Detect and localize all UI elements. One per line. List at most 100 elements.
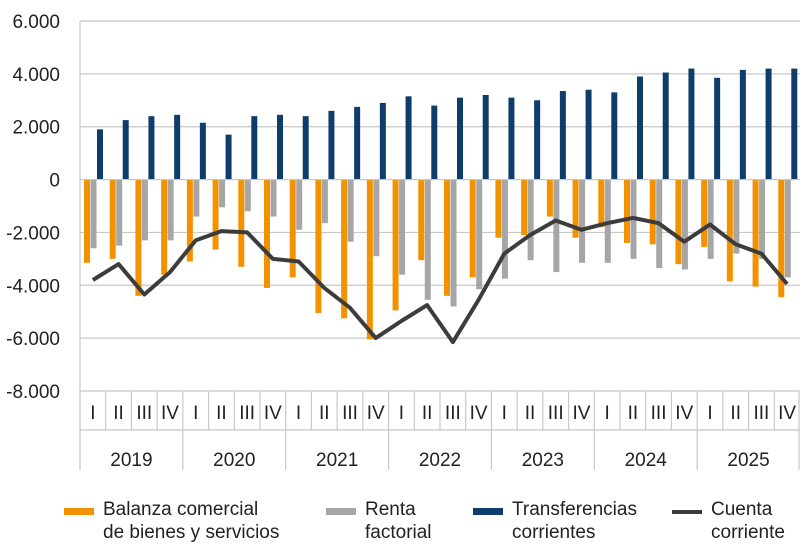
bar-balanza (109, 179, 116, 259)
quarter-label: III (136, 403, 152, 424)
bar-transferencias (765, 68, 772, 180)
year-label: 2020 (213, 450, 255, 471)
bar-renta (527, 179, 534, 261)
bar-transferencias (354, 106, 361, 180)
year-label: 2022 (419, 450, 461, 471)
year-label: 2025 (727, 450, 769, 471)
bar-renta (373, 179, 380, 257)
legend-item-renta: Renta factorial (326, 498, 432, 544)
bar-balanza (444, 179, 450, 296)
bar-transferencias (739, 69, 746, 180)
bar-renta (501, 179, 508, 279)
bar-transferencias (534, 100, 541, 180)
bar-renta (167, 179, 174, 241)
bar-balanza (341, 179, 348, 319)
bar-renta (116, 179, 123, 246)
quarter-label: II (628, 403, 639, 424)
bar-renta (244, 179, 251, 212)
y-tick-label: -6.000 (6, 329, 60, 350)
bar-transferencias (148, 116, 155, 180)
legend-label: Balanza comercial de bienes y servicios (103, 499, 280, 543)
legend-item-cuenta: Cuenta corriente (672, 498, 785, 544)
bar-balanza (546, 179, 553, 217)
bar-renta (681, 179, 688, 270)
bar-balanza (726, 179, 733, 282)
quarter-label: IV (264, 403, 282, 424)
bar-transferencias (611, 92, 618, 180)
bar-renta (733, 179, 740, 254)
bar-renta (553, 179, 560, 273)
quarter-label: I (502, 403, 507, 424)
legend-swatch (473, 508, 503, 515)
quarter-label: I (193, 403, 198, 424)
bar-transferencias (328, 110, 335, 180)
bar-transferencias (199, 122, 206, 180)
legend-label: Transferencias corrientes (512, 499, 637, 543)
bar-transferencias (251, 116, 258, 180)
quarter-label: II (113, 403, 124, 424)
year-label: 2019 (110, 450, 152, 471)
bar-transferencias (637, 76, 643, 180)
bar-transferencias (225, 134, 232, 180)
bar-transferencias (97, 129, 103, 180)
quarter-label: II (319, 403, 330, 424)
bar-balanza (186, 179, 193, 262)
bar-renta (399, 179, 406, 275)
bar-transferencias (122, 120, 129, 180)
quarter-label: IV (572, 403, 590, 424)
bar-renta (141, 179, 148, 241)
quarter-label: II (525, 403, 536, 424)
bar-balanza (598, 179, 605, 228)
y-tick-label: -4.000 (6, 276, 60, 297)
bar-balanza (212, 179, 219, 250)
quarter-label: III (239, 403, 255, 424)
chart: 6.000 4.000 2.000 0 -2.000 -4.000 -6.000 -8.000… (6, 12, 800, 471)
quarter-label: IV (367, 403, 385, 424)
bar-balanza (778, 179, 785, 298)
bar-balanza (135, 179, 142, 296)
quarter-label: I (605, 403, 610, 424)
bar-balanza (366, 179, 373, 340)
bar-transferencias (431, 105, 438, 180)
bar-renta (424, 179, 431, 300)
bar-renta (90, 179, 97, 249)
quarter-label: I (707, 403, 712, 424)
quarter-label: I (399, 403, 404, 424)
bar-transferencias (482, 95, 489, 180)
quarter-label: I (296, 403, 301, 424)
legend-label: Renta factorial (365, 499, 432, 543)
bar-balanza (521, 179, 528, 236)
bar-transferencias (457, 97, 463, 180)
year-label: 2021 (316, 450, 358, 471)
bar-balanza (469, 179, 476, 278)
quarter-label: IV (675, 403, 693, 424)
legend-swatch (672, 510, 702, 514)
bar-balanza (161, 179, 168, 275)
bar-balanza (315, 179, 322, 314)
y-tick-label: 2.000 (12, 118, 60, 139)
bar-transferencias (791, 68, 798, 180)
legend-label: Cuenta corriente (711, 499, 785, 543)
legend-item-balanza: Balanza comercial de bienes y servicios (64, 498, 279, 544)
quarter-label: III (548, 403, 564, 424)
bar-renta (759, 179, 766, 259)
quarter-label: III (651, 403, 667, 424)
bar-transferencias (302, 116, 309, 180)
quarter-label: III (754, 403, 770, 424)
bar-balanza (392, 179, 399, 311)
bar-transferencias (688, 68, 695, 180)
legend-swatch (64, 508, 94, 515)
quarter-label: IV (778, 403, 796, 424)
y-tick-label: -2.000 (6, 223, 60, 244)
bar-balanza (572, 179, 579, 238)
bar-renta (193, 179, 200, 217)
bar-balanza (624, 179, 630, 243)
bar-balanza (701, 179, 708, 247)
legend-swatch (326, 508, 356, 515)
bar-transferencias (508, 97, 515, 180)
bar-transferencias (714, 77, 721, 180)
bar-renta (219, 179, 226, 208)
bar-transferencias (559, 91, 566, 180)
bar-transferencias (585, 89, 592, 180)
bar-renta (476, 179, 483, 290)
